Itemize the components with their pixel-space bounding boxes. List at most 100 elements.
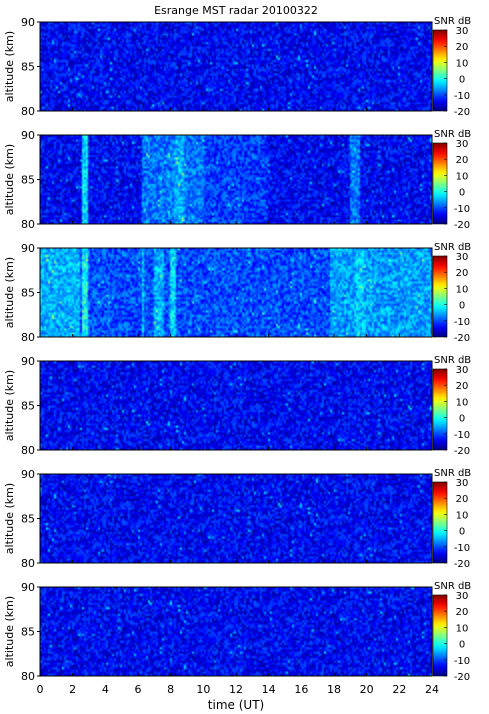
y-tick-label: 80 (21, 218, 35, 231)
colorbar-tick-label: 30 (456, 365, 469, 376)
heatmap-image (40, 474, 432, 563)
colorbar (432, 481, 448, 564)
y-tick-label: 80 (21, 557, 35, 570)
x-tick-label: 8 (167, 683, 174, 696)
colorbar-tick-label: 20 (456, 607, 469, 618)
x-tick-label: 18 (327, 683, 341, 696)
x-tick-label: 16 (294, 683, 308, 696)
colorbar-label: SNR dB (434, 242, 471, 253)
colorbar-tick-label: 10 (456, 397, 469, 408)
colorbar-tick-label: 10 (456, 623, 469, 634)
y-tick-label: 80 (21, 105, 35, 118)
colorbar (432, 594, 448, 677)
colorbar-tick-label: 30 (456, 26, 469, 37)
y-tick-label: 80 (21, 444, 35, 457)
y-axis-label: altitude (km) (3, 31, 16, 102)
y-tick-label: 90 (21, 581, 35, 594)
y-tick-label: 80 (21, 670, 35, 683)
colorbar-tick-label: -10 (454, 91, 470, 102)
colorbar-tick-label: -10 (454, 317, 470, 328)
x-tick-label: 10 (196, 683, 210, 696)
colorbar-tick-label: 10 (456, 171, 469, 182)
colorbar-tick-label: -20 (454, 107, 470, 118)
colorbar-tick-label: -20 (454, 672, 470, 683)
heatmap-image (40, 248, 432, 337)
y-tick-label: 85 (21, 513, 35, 526)
colorbar-tick-label: 0 (459, 640, 465, 651)
y-tick-label: 85 (21, 61, 35, 74)
colorbar-tick-label: -20 (454, 559, 470, 570)
y-tick-label: 80 (21, 331, 35, 344)
colorbar-label: SNR dB (434, 581, 471, 592)
colorbar-tick-label: 10 (456, 58, 469, 69)
colorbar-tick-label: 20 (456, 42, 469, 53)
colorbar-tick-label: -10 (454, 430, 470, 441)
y-tick-label: 85 (21, 174, 35, 187)
colorbar-label: SNR dB (434, 16, 471, 27)
colorbar (432, 29, 448, 112)
colorbar-tick-label: 0 (459, 301, 465, 312)
y-tick-label: 85 (21, 400, 35, 413)
y-tick-label: 85 (21, 626, 35, 639)
colorbar-tick-label: -20 (454, 220, 470, 231)
y-tick-label: 90 (21, 242, 35, 255)
x-tick-label: 14 (262, 683, 276, 696)
y-tick-label: 90 (21, 129, 35, 142)
y-tick-label: 90 (21, 16, 35, 29)
y-axis-label: altitude (km) (3, 257, 16, 328)
colorbar-tick-label: 10 (456, 284, 469, 295)
colorbar-tick-label: -10 (454, 543, 470, 554)
y-tick-label: 90 (21, 355, 35, 368)
colorbar-tick-label: -20 (454, 446, 470, 457)
x-tick-label: 4 (102, 683, 109, 696)
colorbar-label: SNR dB (434, 468, 471, 479)
colorbar-tick-label: 30 (456, 139, 469, 150)
y-axis-label: altitude (km) (3, 144, 16, 215)
x-tick-label: 24 (425, 683, 439, 696)
colorbar-label: SNR dB (434, 355, 471, 366)
y-tick-label: 90 (21, 468, 35, 481)
colorbar-tick-label: 30 (456, 252, 469, 263)
y-tick-label: 85 (21, 287, 35, 300)
x-tick-label: 2 (69, 683, 76, 696)
colorbar-tick-label: 20 (456, 494, 469, 505)
x-tick-label: 12 (229, 683, 243, 696)
colorbar-tick-label: 10 (456, 510, 469, 521)
x-tick-label: 0 (37, 683, 44, 696)
x-tick-label: 6 (135, 683, 142, 696)
colorbar-tick-label: 20 (456, 155, 469, 166)
colorbar-tick-label: 30 (456, 591, 469, 602)
colorbar-tick-label: -20 (454, 333, 470, 344)
colorbar-tick-label: -10 (454, 204, 470, 215)
colorbar (432, 142, 448, 225)
colorbar-label: SNR dB (434, 129, 471, 140)
colorbar-tick-label: 20 (456, 268, 469, 279)
y-axis-label: altitude (km) (3, 483, 16, 554)
heatmap-image (40, 22, 432, 111)
colorbar-tick-label: 0 (459, 527, 465, 538)
colorbar (432, 368, 448, 451)
x-tick-label: 22 (392, 683, 406, 696)
colorbar-tick-label: 0 (459, 188, 465, 199)
colorbar-tick-label: 0 (459, 75, 465, 86)
chart-title: Esrange MST radar 20100322 (154, 4, 318, 17)
y-axis-label: altitude (km) (3, 370, 16, 441)
colorbar-tick-label: 30 (456, 478, 469, 489)
colorbar (432, 255, 448, 338)
colorbar-tick-label: -10 (454, 656, 470, 667)
heatmap-image (40, 135, 432, 224)
x-tick-label: 20 (360, 683, 374, 696)
x-axis: 0 2 4 6 8 10 12 14 16 18 20 22 24 (37, 683, 440, 696)
heatmap-image (40, 361, 432, 450)
colorbar-tick-label: 0 (459, 414, 465, 425)
y-axis-label: altitude (km) (3, 596, 16, 667)
colorbar-tick-label: 20 (456, 381, 469, 392)
